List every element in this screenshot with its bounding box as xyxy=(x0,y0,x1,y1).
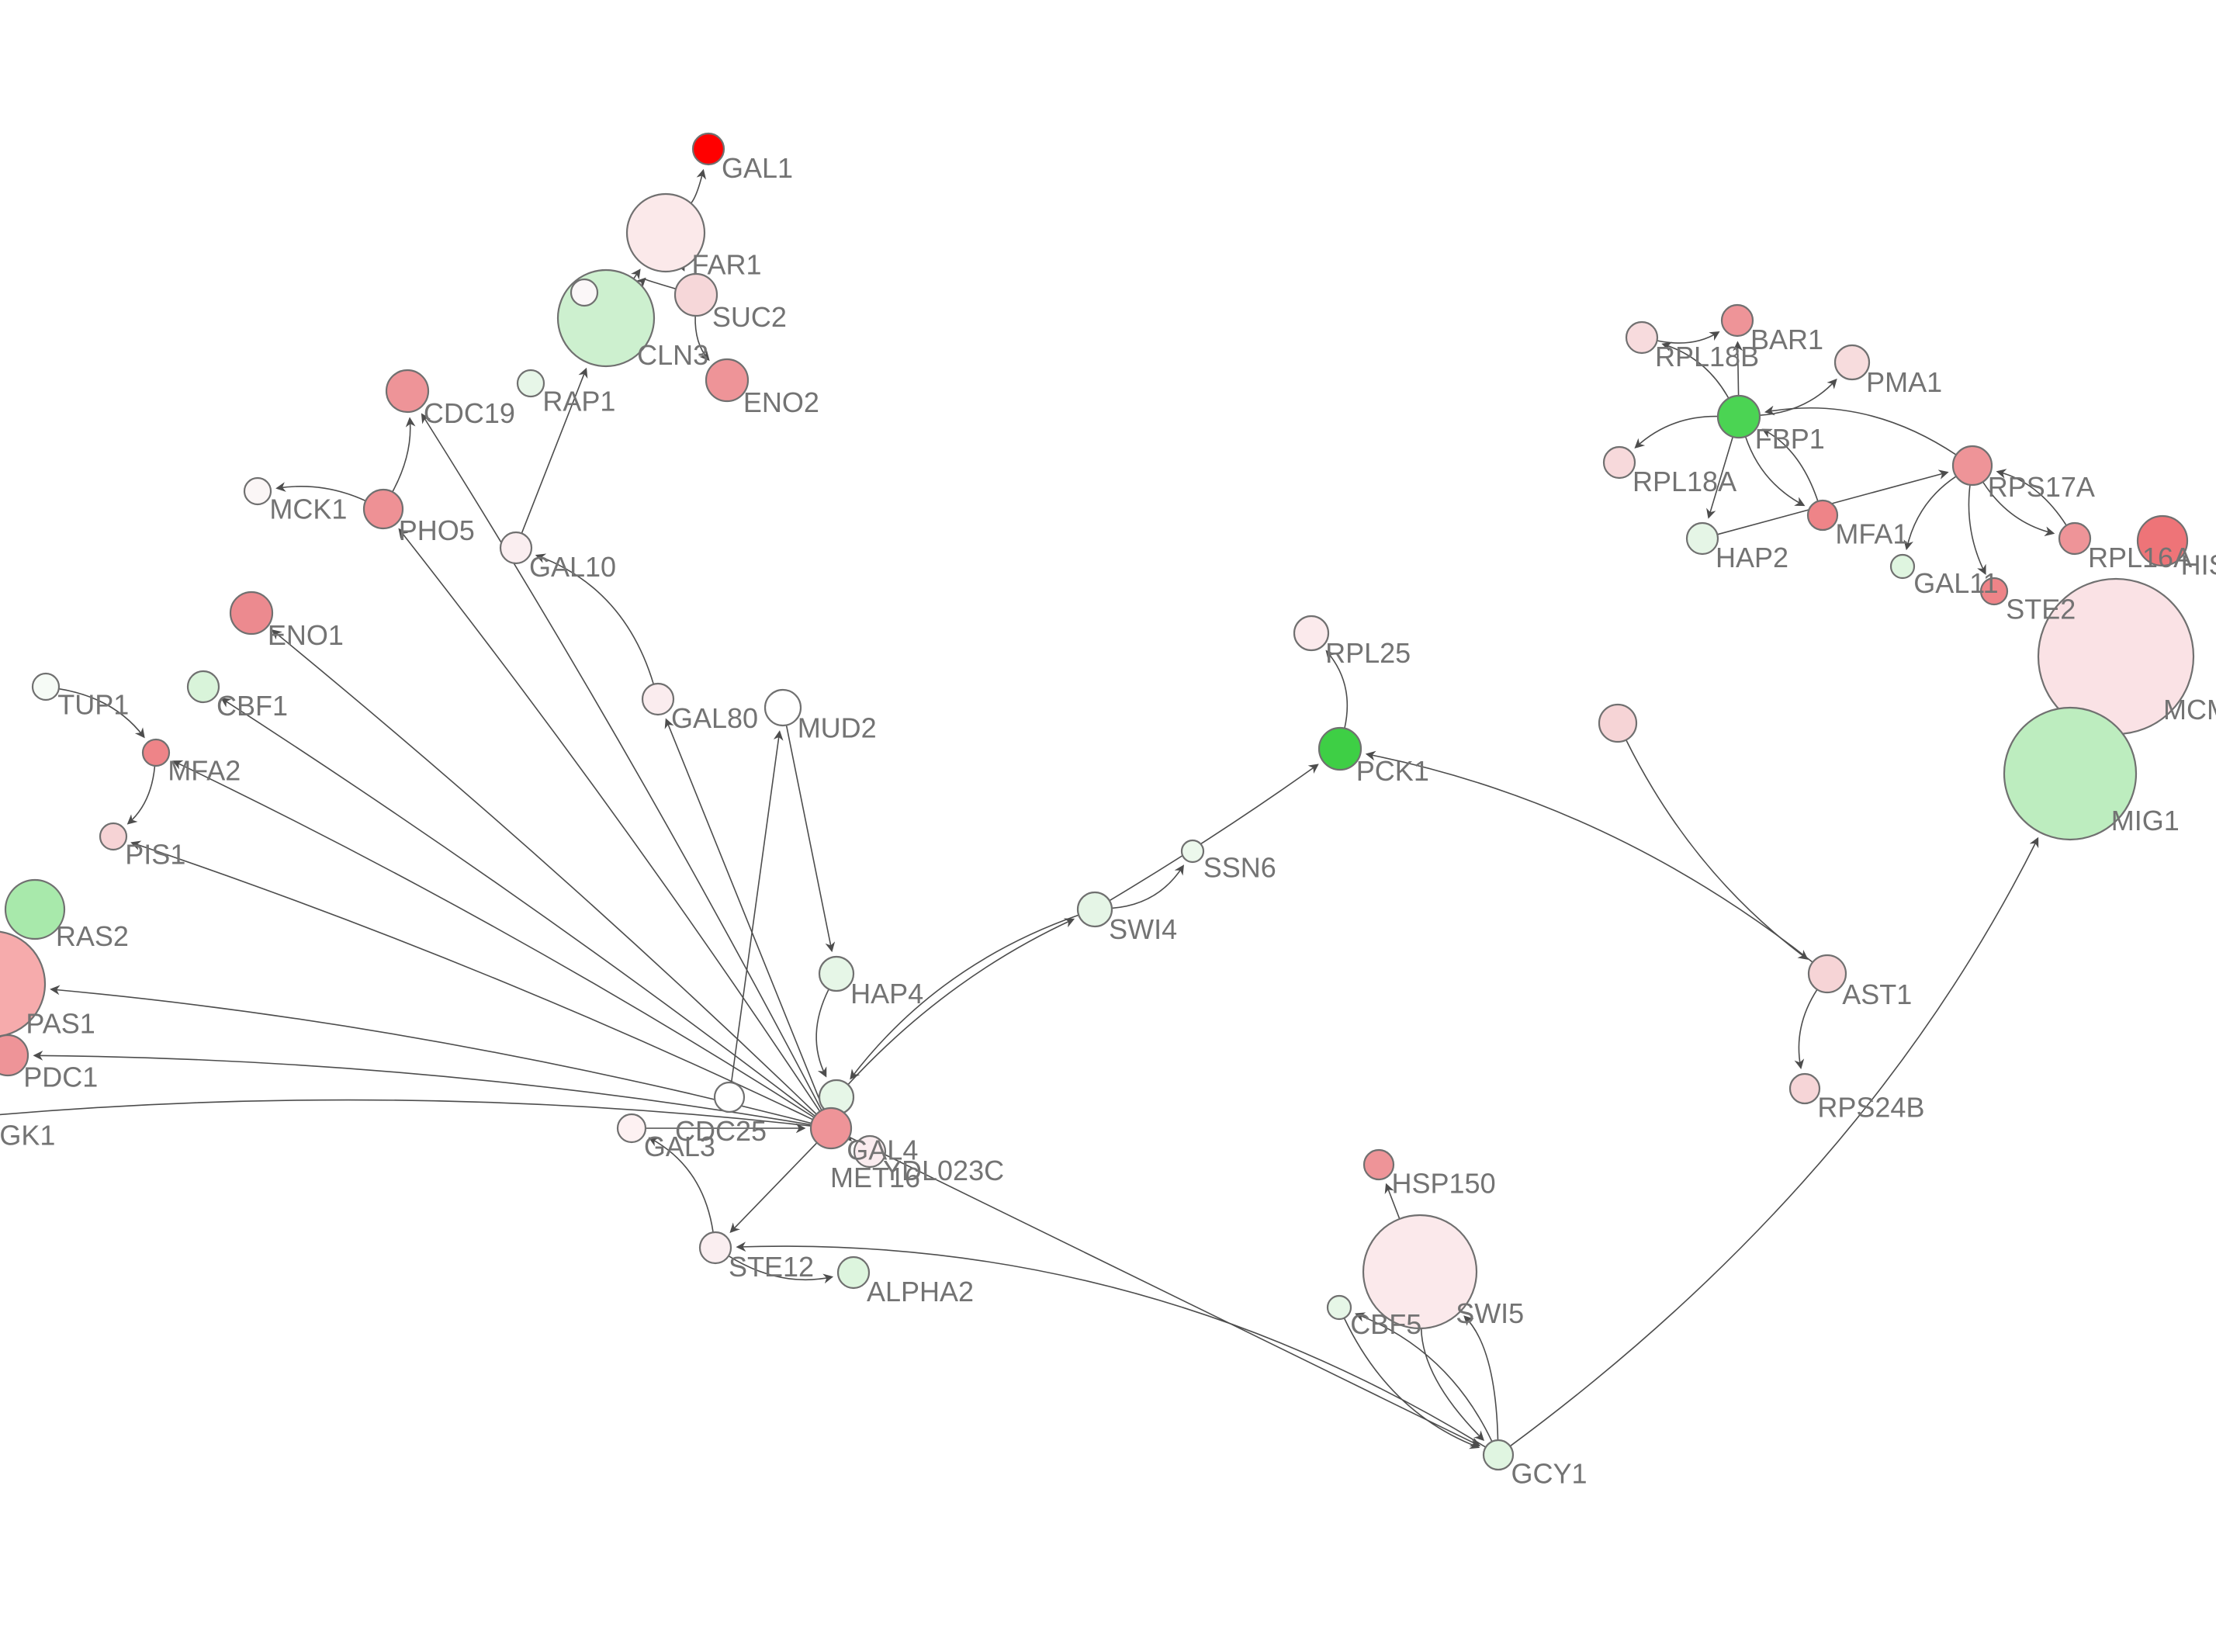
svg-text:PHO5: PHO5 xyxy=(399,514,475,546)
svg-text:MUD2: MUD2 xyxy=(798,712,877,744)
svg-text:RPL18A: RPL18A xyxy=(1633,466,1736,497)
svg-text:MFA2: MFA2 xyxy=(168,754,241,786)
svg-text:GAL80: GAL80 xyxy=(671,702,758,734)
svg-text:ENO1: ENO1 xyxy=(268,619,344,651)
svg-text:PDC1: PDC1 xyxy=(23,1061,98,1093)
svg-text:HIS4: HIS4 xyxy=(2181,549,2216,581)
svg-text:HAP2: HAP2 xyxy=(1716,542,1788,573)
svg-text:PGK1: PGK1 xyxy=(0,1119,55,1151)
svg-text:STE12: STE12 xyxy=(729,1251,814,1283)
svg-text:GAL10: GAL10 xyxy=(529,551,616,583)
svg-text:PMA1: PMA1 xyxy=(1866,366,1942,398)
svg-text:RPS17A: RPS17A xyxy=(1988,471,2095,503)
svg-text:FAR1: FAR1 xyxy=(692,249,762,281)
svg-text:ENO2: ENO2 xyxy=(743,386,819,418)
svg-text:RAS2: RAS2 xyxy=(56,920,129,952)
svg-text:CLN3: CLN3 xyxy=(637,339,708,371)
svg-text:SUC2: SUC2 xyxy=(712,301,787,333)
svg-text:TUP1: TUP1 xyxy=(57,688,129,720)
svg-text:SSN6: SSN6 xyxy=(1203,852,1276,884)
svg-text:MCM1: MCM1 xyxy=(2163,694,2216,726)
svg-text:BAR1: BAR1 xyxy=(1750,324,1823,355)
svg-text:ALPHA2: ALPHA2 xyxy=(867,1276,974,1307)
svg-text:RPS24B: RPS24B xyxy=(1817,1092,1924,1124)
svg-text:STE2: STE2 xyxy=(2006,593,2076,625)
svg-text:RAP1: RAP1 xyxy=(542,385,615,417)
svg-text:PCK1: PCK1 xyxy=(1356,755,1429,787)
svg-text:RPL16A: RPL16A xyxy=(2088,542,2192,573)
svg-text:MFA1: MFA1 xyxy=(1835,518,1908,550)
svg-text:CDC25: CDC25 xyxy=(675,1115,767,1147)
svg-text:MCK1: MCK1 xyxy=(269,493,347,525)
svg-text:CBF5: CBF5 xyxy=(1350,1308,1421,1340)
svg-text:SWI4: SWI4 xyxy=(1109,913,1177,945)
svg-text:HSP150: HSP150 xyxy=(1392,1168,1496,1200)
svg-text:GAL11: GAL11 xyxy=(1913,567,1998,599)
svg-text:GAL1: GAL1 xyxy=(722,152,793,184)
svg-text:MIG1: MIG1 xyxy=(2111,805,2180,836)
svg-text:HAP4: HAP4 xyxy=(850,978,923,1010)
svg-text:RPL18B: RPL18B xyxy=(1655,341,1759,372)
svg-text:FBP1: FBP1 xyxy=(1755,423,1825,455)
svg-text:CDC19: CDC19 xyxy=(424,397,515,429)
svg-text:SWI5: SWI5 xyxy=(1456,1297,1524,1329)
svg-text:RPL25: RPL25 xyxy=(1325,637,1411,669)
svg-text:PIS1: PIS1 xyxy=(125,838,185,870)
svg-text:PAS1: PAS1 xyxy=(26,1007,95,1039)
svg-text:MET16: MET16 xyxy=(830,1162,920,1193)
svg-text:GCY1: GCY1 xyxy=(1511,1458,1588,1490)
svg-text:CBF1: CBF1 xyxy=(216,690,288,722)
svg-text:AST1: AST1 xyxy=(1842,978,1912,1010)
